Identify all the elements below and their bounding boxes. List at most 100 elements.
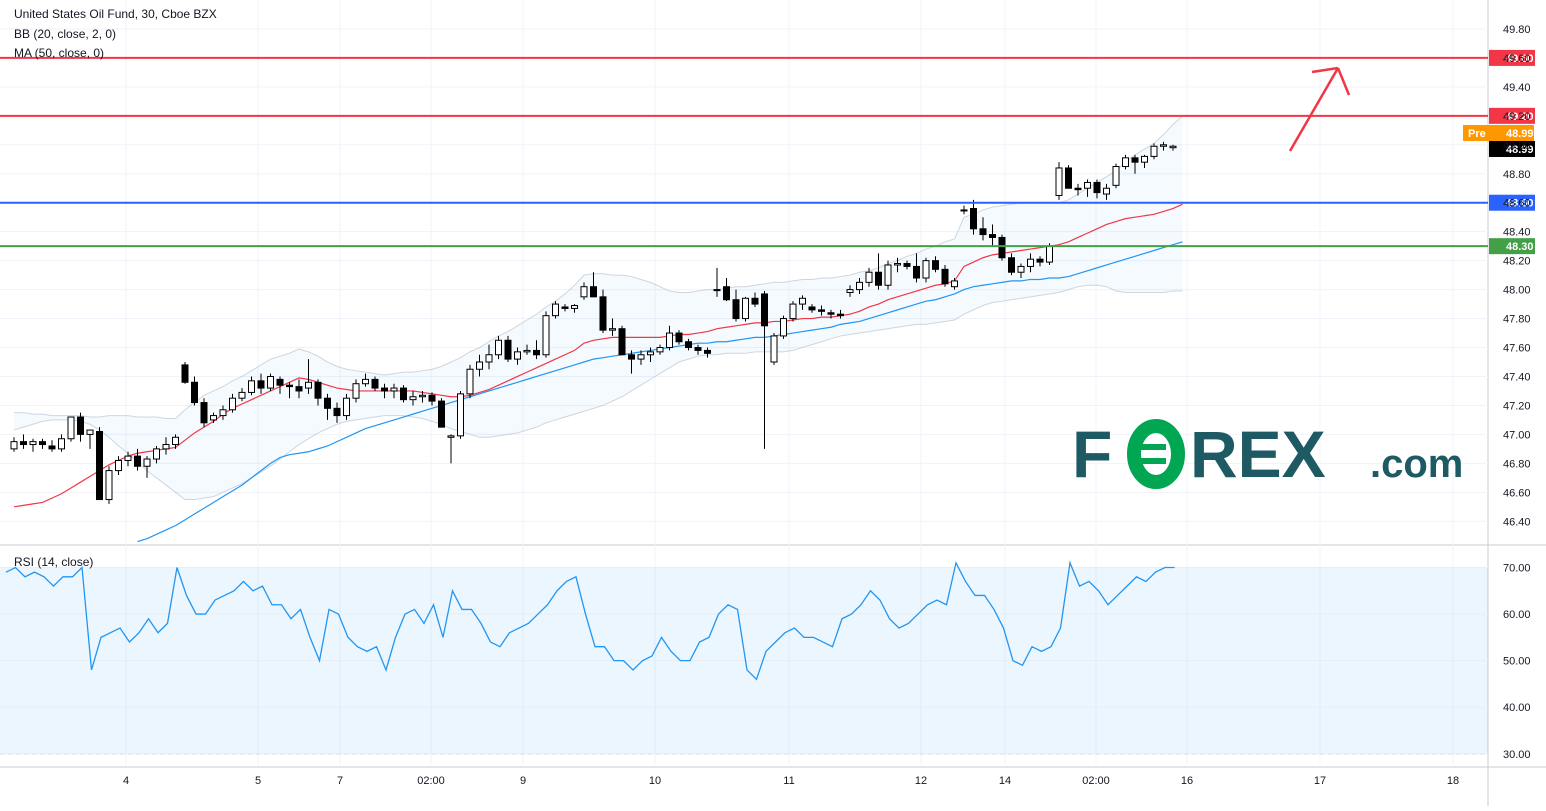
- candle-body: [77, 416, 84, 435]
- candle-body: [685, 341, 692, 349]
- candle: [780, 315, 787, 339]
- candle: [504, 335, 512, 362]
- pre-market-tag: [1463, 125, 1534, 141]
- forex-logo: F REX .com: [1072, 417, 1463, 491]
- candle-body: [1074, 187, 1082, 191]
- candle-body: [143, 458, 151, 467]
- candle-body: [371, 378, 379, 389]
- y-tick-label: 48.20: [1503, 256, 1531, 268]
- candle-body: [1103, 187, 1110, 195]
- candle: [875, 253, 882, 290]
- candle: [371, 376, 379, 391]
- candle: [770, 333, 778, 365]
- candle: [390, 383, 398, 399]
- candle: [922, 257, 930, 283]
- candle: [894, 257, 901, 273]
- candle: [533, 340, 540, 360]
- candle: [1169, 144, 1177, 151]
- candle-body: [894, 263, 901, 266]
- logo-rex: REX: [1190, 417, 1326, 491]
- candle-body: [457, 393, 464, 437]
- candle-body: [295, 386, 303, 392]
- y-tick-label: 49.00: [1503, 140, 1531, 152]
- y-tick-label: 49.40: [1503, 82, 1531, 94]
- logo-o-icon: [1127, 419, 1185, 489]
- candle-body: [884, 264, 892, 286]
- x-tick-label: 9: [520, 775, 526, 787]
- candle-body: [495, 339, 502, 356]
- levels: 49.60 49.20 48.60 48.30 Pre 48.99 48.99: [0, 49, 1535, 255]
- bollinger-lower: [13, 284, 1183, 501]
- candle: [219, 405, 227, 420]
- candle-body: [381, 387, 388, 392]
- candle: [542, 311, 550, 358]
- candle-body: [1141, 155, 1148, 163]
- candle: [381, 383, 388, 399]
- level-tag: [1489, 194, 1535, 211]
- rsi-line: [5, 560, 1175, 681]
- candle-body: [172, 436, 179, 446]
- candle: [989, 224, 996, 247]
- candle: [694, 344, 702, 355]
- bollinger-basis-line: [13, 203, 1183, 508]
- x-tick-label: 02:00: [1082, 775, 1110, 787]
- candle: [447, 434, 455, 464]
- candle-body: [656, 347, 664, 353]
- candle: [200, 398, 208, 428]
- rsi-tick-label: 70.00: [1503, 562, 1531, 574]
- candle: [609, 318, 616, 336]
- candle: [1017, 263, 1025, 279]
- candle-body: [352, 383, 360, 399]
- candle-body: [561, 306, 569, 309]
- candle: [362, 373, 369, 387]
- candle-body: [314, 381, 322, 399]
- candle: [599, 289, 607, 334]
- candle: [276, 376, 284, 394]
- candle: [1065, 165, 1072, 189]
- candle: [124, 451, 132, 467]
- candle-body: [333, 407, 341, 417]
- candle: [1112, 163, 1120, 189]
- candle: [561, 304, 569, 312]
- bollinger-band: [13, 115, 1183, 501]
- rsi-legend: RSI (14, close): [14, 555, 93, 569]
- candle-body: [913, 265, 920, 279]
- candle: [10, 437, 18, 452]
- candle: [732, 289, 740, 322]
- candle-body: [1046, 245, 1053, 263]
- candle-body: [818, 309, 825, 312]
- candle-body: [628, 354, 635, 360]
- candle-body: [552, 303, 559, 317]
- candle-body: [1017, 265, 1025, 273]
- bollinger-fill: [14, 115, 1183, 500]
- candle-body: [58, 438, 65, 450]
- candle: [86, 429, 94, 449]
- candle: [409, 390, 417, 406]
- candle: [590, 272, 597, 298]
- y-tick-label: 48.80: [1503, 169, 1531, 181]
- candle: [67, 416, 75, 442]
- candle-body: [124, 455, 132, 461]
- x-tick-label: 7: [337, 775, 343, 787]
- level-tag: [1489, 238, 1535, 255]
- candle-body: [637, 354, 645, 360]
- candle: [818, 305, 825, 316]
- candle-body: [466, 368, 474, 395]
- logo-f: F: [1072, 417, 1112, 491]
- candle-body: [808, 306, 816, 311]
- pre-market-tag-prefix: Pre: [1468, 128, 1486, 140]
- candle-body: [1150, 145, 1158, 157]
- candle: [884, 260, 892, 290]
- candle-body: [1169, 145, 1177, 149]
- candle: [1027, 253, 1034, 273]
- x-tick-label: 11: [783, 775, 794, 787]
- candle: [419, 390, 426, 403]
- candle-body: [827, 312, 835, 315]
- candle: [1084, 179, 1091, 197]
- x-tick-label: 16: [1181, 775, 1193, 787]
- rsi-tick-label: 40.00: [1503, 702, 1531, 714]
- candle-body: [504, 339, 512, 360]
- candle-body: [447, 435, 455, 438]
- candle-body: [523, 349, 531, 353]
